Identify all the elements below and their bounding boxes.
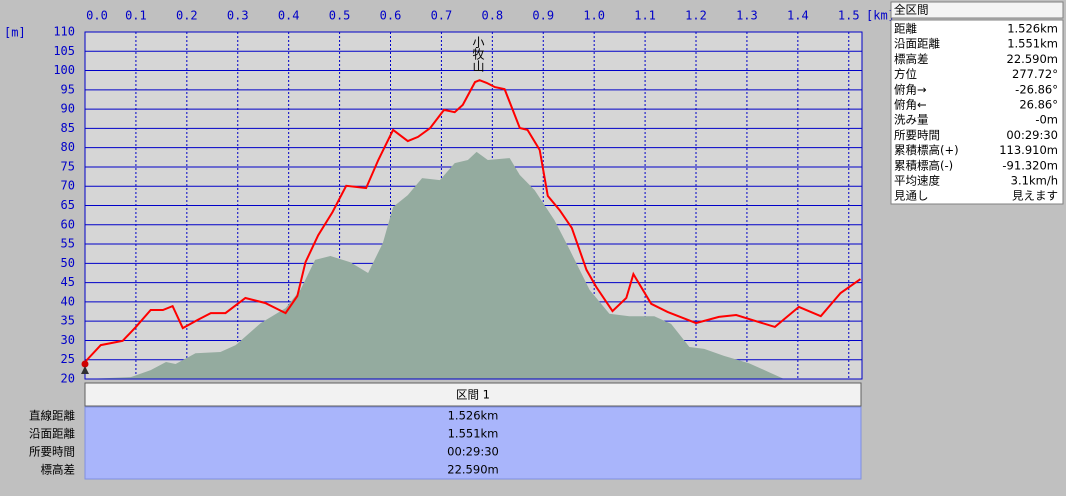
start-marker — [81, 360, 89, 374]
x-tick-label: 0.0 — [86, 9, 108, 23]
row-label: 直線距離 — [29, 409, 75, 423]
x-unit: [km] — [866, 9, 895, 23]
section-header-box — [84, 382, 862, 407]
x-tick-label: 0.5 — [329, 9, 351, 23]
y-tick-label: 80 — [61, 140, 75, 154]
info-label: 俯角→ — [894, 82, 927, 96]
route-line — [84, 79, 862, 363]
y-tick-label: 105 — [53, 44, 75, 58]
section-table: 区間 1 直線距離 1.526km 沿面距離 1.551km 所要時間 00:29:30 標… — [29, 382, 862, 480]
y-tick-label: 25 — [61, 352, 75, 366]
panel-title: 全区間 — [894, 3, 929, 17]
y-tick-label: 95 — [61, 82, 75, 96]
row-label: 沿面距離 — [29, 427, 75, 441]
x-tick-label: 0.9 — [532, 9, 554, 23]
x-tick-label: 0.6 — [380, 9, 402, 23]
info-value: 26.86° — [1019, 98, 1058, 112]
x-tick-label: 0.1 — [125, 9, 147, 23]
y-tick-label: 60 — [61, 217, 75, 231]
info-label: 洗み量 — [894, 113, 929, 127]
x-tick-label: 1.4 — [787, 9, 809, 23]
info-label: 俯角← — [894, 98, 927, 112]
row-label: 所要時間 — [29, 445, 75, 459]
info-value: -26.86° — [1015, 82, 1058, 96]
row-label: 標高差 — [41, 463, 76, 477]
x-tick-label: 0.7 — [431, 9, 453, 23]
info-value: 1.551km — [1007, 37, 1058, 51]
y-tick-label: 45 — [61, 275, 75, 289]
x-tick-label: 1.5 — [838, 9, 860, 23]
info-value: -91.320m — [1002, 158, 1058, 172]
info-label: 累積標高(+) — [894, 143, 959, 157]
y-tick-label: 55 — [61, 237, 75, 251]
info-value: 277.72° — [1012, 67, 1058, 81]
info-label: 沿面距離 — [894, 37, 940, 51]
info-label: 方位 — [894, 67, 917, 81]
plot-border — [84, 31, 863, 380]
section-header: 区間 1 — [456, 388, 490, 402]
y-tick-label: 20 — [61, 372, 75, 386]
y-tick-label: 100 — [53, 63, 75, 77]
panel-title-box — [890, 1, 1064, 19]
y-tick-label: 30 — [61, 333, 75, 347]
x-tick-label: 0.2 — [176, 9, 198, 23]
row-value: 22.590m — [447, 463, 498, 477]
info-label: 所要時間 — [894, 128, 940, 142]
y-tick-label: 70 — [61, 179, 75, 193]
info-label: 標高差 — [894, 52, 929, 66]
info-value: 1.526km — [1007, 22, 1058, 36]
x-tick-label: 1.2 — [685, 9, 707, 23]
info-value: 00:29:30 — [1006, 128, 1058, 142]
plot — [84, 31, 862, 380]
x-tick-label: 1.1 — [634, 9, 656, 23]
info-value: -0m — [1035, 113, 1058, 127]
info-label: 見通し — [894, 189, 929, 203]
x-tick-label: 1.0 — [583, 9, 605, 23]
info-panel: 全区間 距離 1.526km 沿面距離 1.551km 標高差 22.590m 方位 277.… — [890, 1, 1064, 205]
y-tick-label: 35 — [61, 314, 75, 328]
y-tick-label: 65 — [61, 198, 75, 212]
row-value: 1.551km — [448, 427, 499, 441]
y-tick-label: 50 — [61, 256, 75, 270]
x-tick-label: 0.3 — [227, 9, 249, 23]
info-label: 距離 — [894, 22, 917, 36]
row-value: 1.526km — [448, 409, 499, 423]
section-body — [84, 406, 862, 480]
panel-body — [890, 19, 1064, 205]
terrain-area — [85, 151, 861, 379]
y-unit: [m] — [4, 26, 26, 40]
info-value: 見えます — [1012, 189, 1058, 203]
x-tick-label: 0.4 — [278, 9, 300, 23]
y-tick-label: 90 — [61, 102, 75, 116]
info-label: 平均速度 — [894, 174, 940, 188]
y-tick-label: 85 — [61, 121, 75, 135]
x-tick-label: 0.8 — [481, 9, 503, 23]
y-tick-label: 110 — [53, 25, 75, 39]
info-value: 22.590m — [1007, 52, 1058, 66]
info-value: 113.910m — [999, 143, 1058, 157]
y-tick-label: 40 — [61, 294, 75, 308]
peak-annotation: 小牧山 — [471, 36, 485, 72]
x-tick-label: 1.3 — [736, 9, 758, 23]
info-label: 累積標高(-) — [894, 158, 953, 172]
y-tick-label: 75 — [61, 159, 75, 173]
info-value: 3.1km/h — [1011, 174, 1058, 188]
row-value: 00:29:30 — [447, 445, 499, 459]
